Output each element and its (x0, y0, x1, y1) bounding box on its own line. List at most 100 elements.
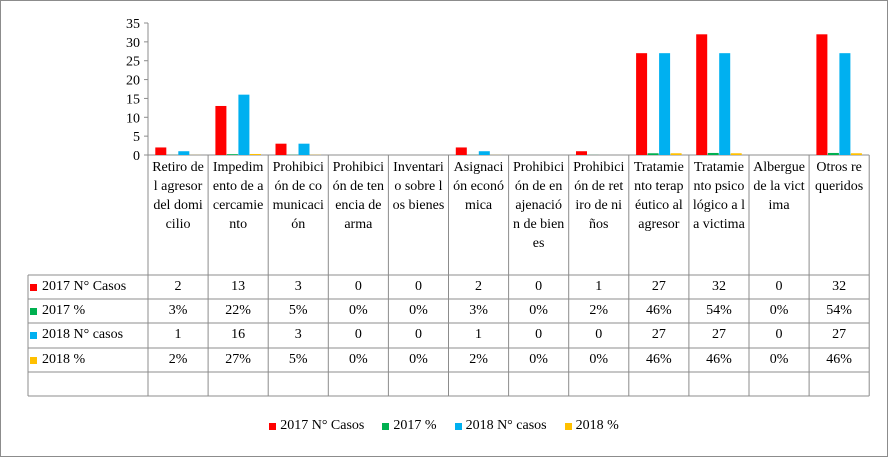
table-cell: 27 (651, 279, 666, 294)
series-name: 2017 % (42, 303, 86, 318)
table-cell: 0% (409, 352, 428, 367)
table-cell: 0 (414, 279, 422, 294)
y-tick-label: 30 (126, 36, 140, 51)
table-cell: 46% (646, 352, 672, 367)
bar (670, 153, 682, 155)
bar (839, 53, 851, 155)
table-cell: 2% (168, 352, 188, 367)
legend-color-key (564, 422, 572, 430)
category-label: Prohibición de comunicación (272, 160, 324, 232)
bar (298, 143, 310, 155)
table-cell: 0% (529, 352, 548, 367)
table-cell: 46% (706, 352, 732, 367)
y-tick-label: 0 (133, 149, 140, 164)
category-label: Inventario sobre los bienes (392, 160, 445, 213)
table-cell: 3 (294, 327, 302, 342)
table-cell: 1 (475, 327, 483, 342)
table-cell: 3 (294, 279, 302, 294)
category-label: Retiro del agresor del domicilio (152, 160, 204, 232)
table-row-label: 2017 % (28, 299, 85, 323)
series-color-key (30, 283, 37, 291)
table-cell: 0% (769, 352, 789, 367)
table-cell: 54% (706, 303, 732, 318)
table-cell: 46% (826, 352, 852, 367)
table-cell: 0 (595, 327, 603, 342)
y-tick-label: 5 (133, 130, 140, 145)
table-cell: 0% (529, 303, 548, 318)
y-tick-label: 10 (126, 111, 140, 126)
y-tick-label: 35 (126, 17, 140, 32)
category-label: Prohibición de tenencia de arma (332, 160, 385, 232)
table-cell: 5% (288, 303, 308, 318)
bar (730, 153, 742, 155)
table-cell: 46% (646, 303, 672, 318)
bar (850, 153, 862, 155)
bar (827, 152, 839, 155)
y-tick-label: 20 (126, 74, 140, 89)
table-cell: 3% (168, 303, 188, 318)
table-row-label: 2018 % (28, 348, 85, 372)
table-cell: 0 (414, 327, 422, 342)
bar (696, 34, 708, 155)
table-cell: 0 (535, 327, 543, 342)
series-name: 2017 N° Casos (42, 279, 127, 294)
legend-item: 2018 N° casos (454, 418, 547, 434)
table-cell: 54% (826, 303, 852, 318)
table-cell: 2 (475, 279, 483, 294)
category-label: Asignación económica (453, 160, 505, 213)
bar (155, 147, 167, 155)
series-color-key (30, 356, 37, 364)
table-cell: 0 (354, 279, 362, 294)
table-cell: 32 (832, 279, 847, 294)
bar (215, 105, 227, 155)
legend-label: 2017 N° Casos (280, 418, 365, 433)
series-color-key (30, 307, 37, 315)
table-cell: 16 (231, 327, 246, 342)
table-cell: 5% (288, 352, 308, 367)
legend-item: 2017 % (382, 418, 437, 434)
table-cell: 27% (225, 352, 251, 367)
table-cell: 2% (469, 352, 488, 367)
category-label: Otros requeridos (815, 160, 864, 194)
bar (275, 143, 287, 155)
category-label: Impedimento de acercamiento (212, 160, 264, 232)
legend: 2017 N° Casos 2017 % 2018 N° casos 2018 % (0, 418, 888, 434)
table-cell: 0 (775, 279, 783, 294)
bar (659, 53, 671, 155)
category-label: Albergue de la victima (753, 160, 805, 213)
category-label: Prohibición de retiro de niños (573, 160, 625, 232)
bar (178, 151, 190, 155)
bar (816, 34, 828, 155)
table-row-label: 2018 N° casos (28, 323, 123, 347)
category-label: Tratamiento psicológico a la victima (692, 160, 745, 232)
table-cell: 0 (535, 279, 543, 294)
table-cell: 0 (354, 327, 362, 342)
legend-item: 2018 % (564, 418, 619, 434)
bar (238, 94, 250, 155)
table-cell: 13 (231, 279, 246, 294)
legend-color-key (269, 422, 277, 430)
table-row-label: 2017 N° Casos (28, 275, 126, 299)
bar (249, 153, 261, 155)
table-cell: 27 (711, 327, 726, 342)
y-tick-label: 25 (126, 55, 140, 70)
bar (647, 153, 659, 155)
table-cell: 0 (775, 327, 783, 342)
table-cell: 27 (832, 327, 847, 342)
legend-label: 2017 % (393, 418, 437, 433)
legend-color-key (382, 422, 390, 430)
legend-label: 2018 N° casos (465, 418, 547, 433)
table-cell: 0% (349, 352, 368, 367)
category-label: Prohibición de enajenación de bienes (512, 160, 565, 251)
table-cell: 2% (589, 303, 609, 318)
table-cell: 0% (769, 303, 789, 318)
series-color-key (30, 331, 37, 339)
table-cell: 32 (711, 279, 726, 294)
table-cell: 0% (409, 303, 428, 318)
table-cell: 3% (469, 303, 488, 318)
table-cell: 1 (174, 327, 182, 342)
table-cell: 0% (589, 352, 609, 367)
table-cell: 0% (349, 303, 368, 318)
bar (576, 151, 587, 155)
legend-color-key (454, 422, 462, 430)
